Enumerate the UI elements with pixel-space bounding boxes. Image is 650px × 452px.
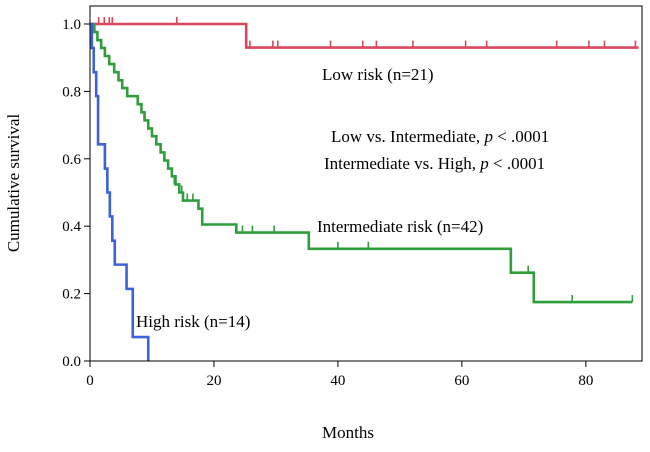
comparison-low-vs-intermediate: Low vs. Intermediate, p < .0001	[331, 127, 549, 146]
x-tick-label: 40	[330, 373, 345, 389]
comparison-2-suffix: < .0001	[489, 154, 545, 173]
y-tick-label: 0.4	[62, 219, 81, 235]
comparison-1-suffix: < .0001	[493, 127, 549, 146]
comparison-1-prefix: Low vs. Intermediate,	[331, 127, 484, 146]
intermediate-risk-label: Intermediate risk (n=42)	[317, 217, 483, 236]
y-tick-label: 0.2	[62, 287, 81, 303]
comparison-1-p-symbol: p	[483, 127, 493, 146]
comparison-2-prefix: Intermediate vs. High,	[324, 154, 480, 173]
intermediate-risk-curve	[90, 22, 633, 304]
x-axis-title: Months	[322, 423, 374, 442]
low-risk-curve	[90, 22, 639, 49]
low-risk-label: Low risk (n=21)	[322, 65, 434, 84]
x-tick-label: 0	[86, 373, 94, 389]
comparison-intermediate-vs-high: Intermediate vs. High, p < .0001	[324, 154, 545, 173]
y-axis-title: Cumulative survival	[4, 114, 23, 253]
x-tick-label: 20	[206, 373, 221, 389]
high-risk-label: High risk (n=14)	[136, 312, 250, 331]
y-tick-label: 1.0	[62, 17, 81, 33]
y-tick-label: 0.8	[62, 84, 81, 100]
high-risk-curve	[90, 22, 150, 361]
x-tick-label: 60	[454, 373, 469, 389]
comparison-2-p-symbol: p	[479, 154, 489, 173]
series-layer	[90, 17, 639, 361]
y-tick-label: 0.6	[62, 152, 81, 168]
plot-frame	[89, 5, 643, 362]
y-tick-label: 0.0	[62, 354, 81, 370]
ticks-layer: 0.0 0.2 0.4 0.6 0.8 1.0 0 20 40 60 80	[62, 17, 593, 389]
x-tick-label: 80	[578, 373, 593, 389]
